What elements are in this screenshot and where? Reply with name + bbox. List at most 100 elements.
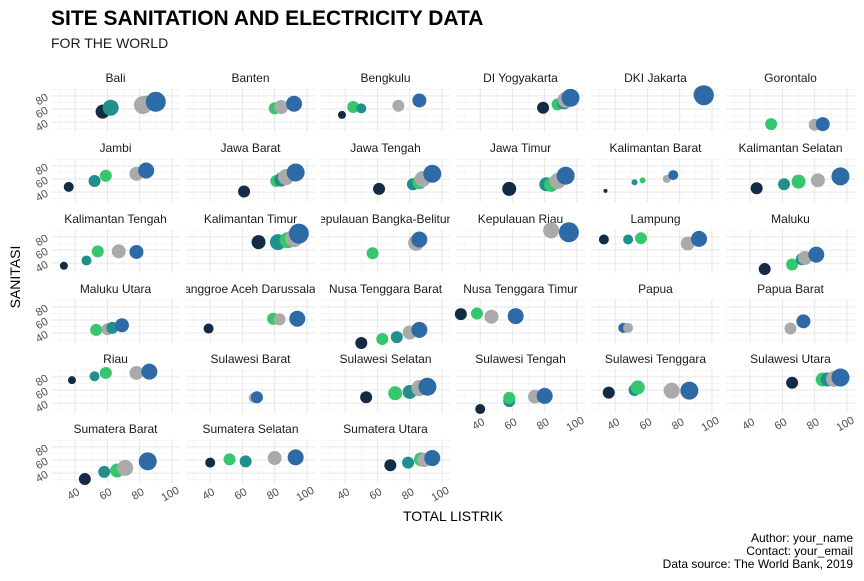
facet-strip-label: Sulawesi Selatan (339, 352, 431, 366)
data-point (502, 181, 517, 196)
facet-strip-label: Sumatera Utara (343, 422, 428, 436)
data-point (288, 223, 309, 244)
facet-jawa-tengah: Jawa Tengah (321, 141, 450, 202)
facet-kepulauan-riau: Kepulauan Riau (456, 212, 585, 273)
chart-subtitle: FOR THE WORLD (51, 35, 168, 51)
data-point (623, 234, 634, 245)
data-point (138, 162, 155, 179)
facet-strip-label: Kalimantan Tengah (64, 212, 167, 226)
data-point (289, 310, 306, 327)
x-tick-label: 80 (265, 486, 282, 503)
data-point (796, 314, 811, 329)
y-tick-label: 80 (34, 92, 51, 109)
facet-strip-label: Nusa Tenggara Timur (463, 282, 578, 296)
facet-lampung: Lampung (591, 212, 720, 273)
y-tick-label: 40 (34, 469, 51, 486)
data-point (778, 178, 791, 191)
data-point (355, 337, 368, 349)
y-tick-label: 80 (34, 233, 51, 250)
x-tick-label: 60 (773, 416, 790, 433)
data-point (238, 185, 251, 198)
data-point (251, 235, 266, 250)
data-point (423, 164, 442, 183)
caption-author: Author: your_name (751, 531, 853, 545)
facet-kalimantan-barat: Kalimantan Barat (591, 141, 720, 202)
data-point (558, 222, 579, 243)
y-tick-label: 80 (34, 373, 51, 390)
y-tick-label: 80 (34, 443, 51, 460)
caption-source: Data source: The World Bank, 2019 (663, 557, 854, 571)
facet-strip-label: Sulawesi Utara (750, 352, 831, 366)
facet-strip-label: Kalimantan Barat (609, 141, 702, 155)
data-point (634, 232, 647, 245)
facet-sulawesi-tengah: Sulawesi Tengah 40 60 80 100 (456, 352, 586, 434)
facet-strip-label: Kalimantan Selatan (738, 141, 842, 155)
facet-strip-label: Papua Barat (757, 282, 824, 296)
data-point (631, 179, 638, 186)
caption-contact: Contact: your_email (746, 544, 853, 558)
data-point (91, 245, 104, 258)
data-point (273, 313, 286, 326)
data-point (141, 363, 158, 380)
x-tick-label: 60 (368, 486, 385, 503)
data-point (59, 261, 68, 270)
data-point (602, 386, 615, 399)
facet-strip-label: Jambi (99, 141, 131, 155)
data-point (117, 459, 134, 476)
facet-strip-label: Jawa Barat (220, 141, 281, 155)
facet-strip-label: Sulawesi Tenggara (605, 352, 707, 366)
data-point (786, 376, 799, 389)
data-point (786, 258, 799, 271)
facet-jawa-timur: Jawa Timur (456, 141, 585, 202)
data-point (639, 177, 646, 184)
y-tick-label: 40 (34, 188, 51, 205)
facet-strip-label: Sulawesi Tengah (475, 352, 566, 366)
data-point (360, 391, 373, 404)
data-point (63, 181, 74, 192)
x-tick-label: 80 (400, 486, 417, 503)
data-point (418, 377, 437, 396)
data-point (81, 255, 92, 266)
data-point (831, 368, 850, 387)
data-point (99, 169, 112, 182)
facet-sumatera-utara: Sumatera Utara 40 60 80 100 (321, 422, 451, 504)
facet-strip-label: Sulawesi Barat (210, 352, 291, 366)
facet-strip-label: DI Yogyakarta (483, 71, 558, 85)
facet-di-yogyakarta: DI Yogyakarta (456, 71, 585, 132)
facet-strip-label: Sumatera Barat (73, 422, 158, 436)
data-point (347, 101, 360, 114)
y-tick-label: 40 (34, 259, 51, 276)
data-point (89, 371, 100, 382)
x-tick-label: 40 (605, 416, 622, 433)
data-point (424, 450, 441, 467)
data-point (145, 91, 166, 112)
facet-strip-label: Banten (231, 71, 269, 85)
facet-sulawesi-tenggara: Sulawesi Tenggara 40 60 80 100 (591, 352, 721, 434)
data-point (623, 322, 634, 333)
data-point (668, 170, 679, 181)
facet-papua: Papua (591, 282, 720, 343)
data-point (411, 321, 428, 338)
facet-nusa-tenggara-timur: Nusa Tenggara Timur (454, 282, 585, 343)
y-tick-label: 40 (34, 118, 51, 135)
facet-strip-label: Nanggroe Aceh Darussalam (175, 282, 325, 296)
data-point (90, 323, 103, 336)
y-tick-label: 40 (34, 329, 51, 346)
x-tick-label: 80 (805, 416, 822, 433)
y-tick-label: 40 (34, 399, 51, 416)
y-tick-label: 80 (34, 162, 51, 179)
facet-strip-label: Maluku (771, 212, 810, 226)
facet-strip-label: Bengkulu (360, 71, 410, 85)
x-tick-label: 40 (740, 416, 757, 433)
data-point (388, 386, 403, 401)
facet-strip-label: Sumatera Selatan (202, 422, 298, 436)
data-point (402, 456, 415, 469)
facet-strip-label: Kalimantan Timur (204, 212, 297, 226)
x-tick-label: 40 (470, 416, 487, 433)
data-point (556, 166, 575, 185)
